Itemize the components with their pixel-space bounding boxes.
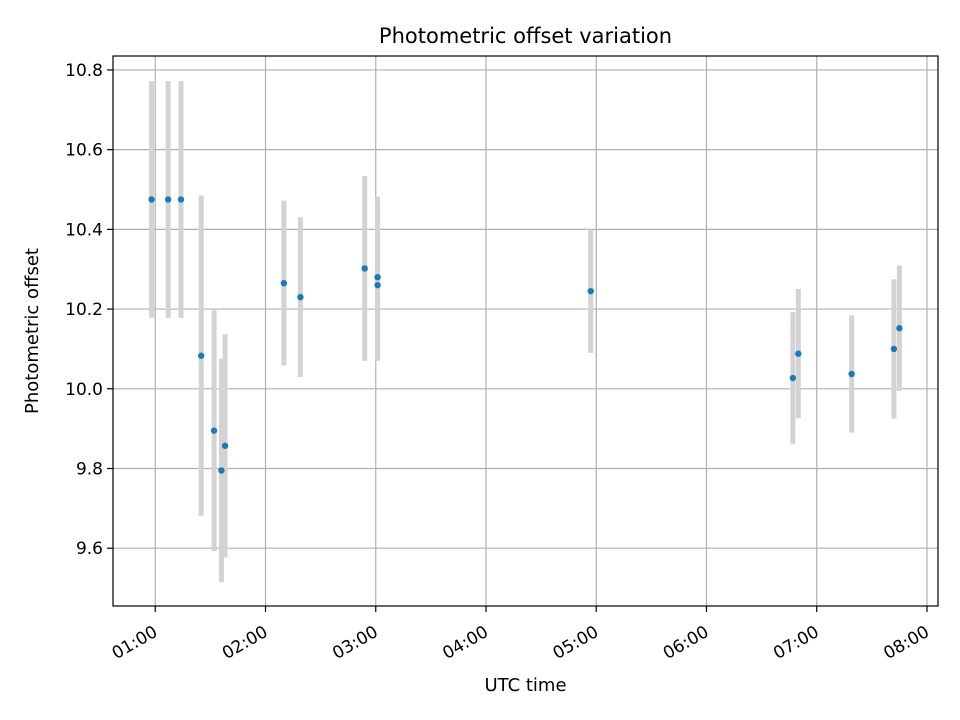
y-tick-label: 10.6 [65,141,103,161]
data-point [210,427,218,434]
y-tick-label: 10.8 [65,61,103,81]
data-point [221,442,229,449]
x-axis-label: UTC time [484,675,566,696]
data-point [848,370,855,378]
chart-title: Photometric offset variation [379,24,672,48]
data-point [795,350,802,357]
data-point [297,293,304,301]
data-point [890,345,898,353]
y-tick-label: 9.6 [76,539,103,559]
data-point [896,325,903,332]
data-points [148,196,903,474]
y-tick-label: 10.2 [65,300,103,320]
data-point [148,196,155,203]
y-axis-label: Photometric offset [22,248,43,414]
data-point [374,273,381,281]
data-point [218,467,225,474]
y-tick-label: 10.0 [65,380,103,400]
data-point [361,265,368,272]
data-point [197,352,205,359]
data-point [177,196,185,203]
data-point [280,279,288,287]
plot-frame [112,55,939,607]
grid-lines [113,56,938,606]
data-point [789,374,797,382]
data-point [374,281,381,289]
y-tick-label: 9.8 [76,460,103,480]
data-point [587,287,594,295]
data-point [164,196,172,203]
y-tick-label: 10.4 [65,220,103,240]
